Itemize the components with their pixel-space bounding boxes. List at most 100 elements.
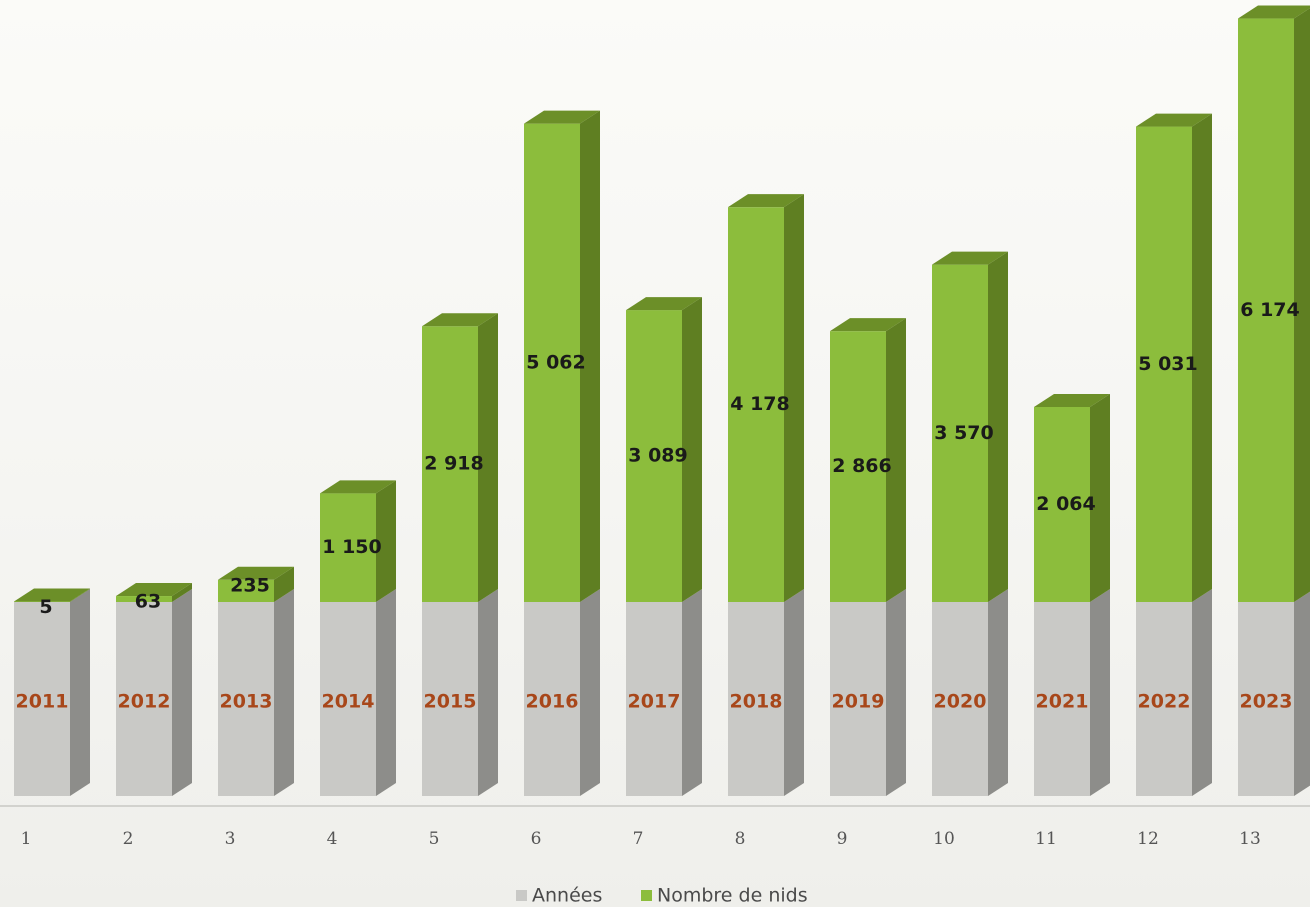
- x-tick-label: 4: [327, 829, 338, 849]
- bar-years-side: [784, 589, 804, 796]
- legend-item-years: Années: [516, 885, 602, 907]
- bar-top-face: [1136, 113, 1212, 127]
- bar-top-face: [116, 583, 192, 597]
- bar-top-face: [1238, 5, 1310, 19]
- x-tick-label: 7: [633, 829, 644, 849]
- year-label: 2011: [16, 691, 69, 713]
- x-tick-label: 5: [429, 829, 440, 849]
- nest-count-label: 3 570: [934, 422, 994, 444]
- bar-top-face: [320, 480, 396, 494]
- x-tick-label: 3: [225, 829, 236, 849]
- bar-nests-side: [988, 251, 1008, 602]
- bar-years-side: [70, 589, 90, 796]
- bar-years: [524, 602, 580, 796]
- bar-years-side: [1090, 589, 1110, 796]
- bar-group-9: 2 866 2019: [830, 318, 906, 796]
- bar-years: [422, 602, 478, 796]
- nest-count-label: 4 178: [730, 393, 790, 415]
- bar-nests: [422, 326, 478, 602]
- bar-years: [728, 602, 784, 796]
- x-tick-label: 1: [21, 829, 32, 849]
- bar-years-side: [376, 589, 396, 796]
- bar-nests: [932, 264, 988, 602]
- bar-years-side: [1192, 589, 1212, 796]
- bar-nests: [116, 596, 172, 602]
- year-label: 2016: [526, 691, 579, 713]
- bar-nests: [524, 123, 580, 603]
- nest-count-label: 5 062: [526, 351, 586, 373]
- bar-years-side: [988, 589, 1008, 796]
- year-label: 2020: [934, 691, 987, 713]
- bar-top-face: [728, 194, 804, 208]
- nest-count-label: 1 150: [322, 536, 382, 558]
- bar-group-4: 1 150 2014: [320, 480, 396, 796]
- bar-group-3: 235 2013: [218, 566, 294, 796]
- legend-item-nests: Nombre de nids: [641, 885, 808, 907]
- bar-top-face: [1034, 393, 1110, 407]
- year-label: 2019: [832, 691, 885, 713]
- year-label: 2021: [1036, 691, 1089, 713]
- bar-top-face: [830, 318, 906, 332]
- bar-years: [1034, 602, 1090, 796]
- year-label: 2014: [322, 691, 375, 713]
- bar-nests-side: [1090, 393, 1110, 602]
- nest-count-label: 2 918: [424, 453, 484, 475]
- bar-nests: [1136, 126, 1192, 603]
- bar-nests-side: [580, 110, 600, 603]
- bar-top-face: [626, 297, 702, 311]
- year-label: 2015: [424, 691, 477, 713]
- legend: Années Nombre de nids: [516, 885, 808, 907]
- x-tick-label: 13: [1239, 829, 1261, 849]
- bar-top-face: [932, 251, 1008, 265]
- bar-years: [1136, 602, 1192, 796]
- bar-group-7: 3 089 2017: [626, 297, 702, 796]
- year-label: 2013: [220, 691, 273, 713]
- x-tick-label: 11: [1035, 829, 1057, 849]
- bar-nests: [728, 207, 784, 602]
- year-label: 2018: [730, 691, 783, 713]
- x-tick-labels: 1 2 3 4 5 6 7 8 9 10 11 12 13: [21, 829, 1261, 849]
- bar-years: [218, 602, 274, 796]
- bar-group-13: 6 174 2023: [1238, 5, 1310, 796]
- x-tick-label: 6: [531, 829, 542, 849]
- bar-years: [932, 602, 988, 796]
- nest-count-label: 3 089: [628, 445, 688, 467]
- bar-years-side: [1294, 591, 1310, 796]
- legend-label: Nombre de nids: [657, 885, 808, 907]
- bar-nests: [626, 310, 682, 602]
- bar-years: [626, 602, 682, 796]
- bar-years-side: [478, 589, 498, 796]
- x-tick-label: 12: [1137, 829, 1159, 849]
- bar-years: [14, 602, 70, 796]
- x-tick-label: 9: [837, 829, 848, 849]
- x-tick-label: 10: [933, 829, 955, 849]
- bar-nests: [830, 331, 886, 602]
- bar-nests-side: [682, 297, 702, 602]
- bar-top-face: [218, 566, 294, 580]
- bar-group-6: 5 062 2016: [524, 110, 600, 796]
- bar-group-2: 63 2012: [116, 583, 192, 796]
- nest-count-label: 5 031: [1138, 353, 1198, 375]
- year-label: 2017: [628, 691, 681, 713]
- x-tick-label: 8: [735, 829, 746, 849]
- bar-group-1: 5 2011: [14, 588, 90, 796]
- nest-count-label: 5: [39, 596, 52, 618]
- bar-nests-side: [1294, 8, 1310, 602]
- nest-count-label: 235: [230, 574, 270, 596]
- bar-group-8: 4 178 2018: [728, 194, 804, 796]
- legend-label: Années: [532, 885, 602, 907]
- bar-group-5: 2 918 2015: [422, 313, 498, 796]
- nest-count-label: 63: [135, 591, 161, 613]
- year-label: 2022: [1138, 691, 1191, 713]
- bar-years-side: [886, 589, 906, 796]
- bar-nests: [320, 493, 376, 602]
- bar-top-face: [422, 313, 498, 327]
- nest-count-label: 6 174: [1240, 299, 1300, 321]
- bar-years: [1238, 602, 1294, 796]
- bar-nests-side: [274, 566, 294, 602]
- bar-years: [116, 602, 172, 796]
- bar-years-side: [682, 589, 702, 796]
- bar-nests: [1034, 406, 1090, 602]
- year-label: 2012: [118, 691, 171, 713]
- bar-years-side: [172, 589, 192, 796]
